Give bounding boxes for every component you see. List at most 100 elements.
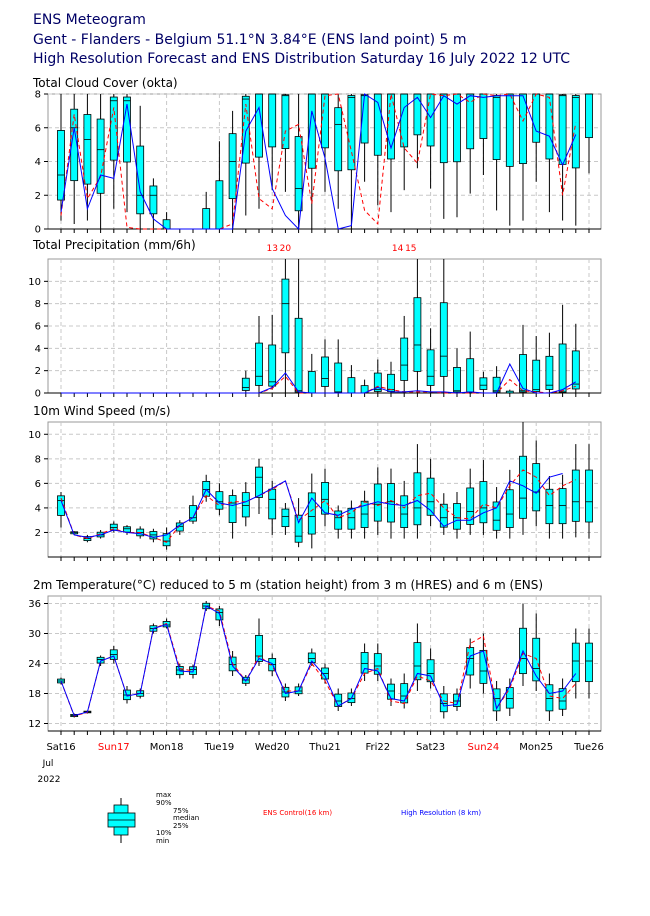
month-label: Jul (42, 759, 54, 769)
legend-control-label: ENS Control(16 km) (263, 809, 332, 817)
box-body (373, 653, 382, 675)
hres-line (61, 362, 577, 394)
box-34 (505, 389, 514, 394)
box-26 (400, 93, 409, 191)
box-16 (268, 93, 277, 191)
box-1 (70, 94, 79, 224)
box-34 (505, 93, 514, 226)
box-body (57, 495, 65, 516)
box-body (439, 93, 448, 164)
box-37 (545, 476, 554, 539)
y-tick-label: 10 (28, 430, 41, 441)
box-29 (439, 686, 448, 719)
box-body (241, 377, 250, 391)
y-tick-label: 2 (35, 366, 41, 377)
box-body (334, 107, 343, 172)
box-28 (426, 328, 435, 393)
box-body (532, 93, 541, 143)
box-22 (347, 365, 356, 394)
box-body (519, 354, 527, 393)
box-body (492, 376, 501, 393)
box-14 (241, 370, 250, 393)
box-body (57, 130, 65, 201)
box-17 (281, 94, 290, 192)
y-tick-label: 18 (28, 689, 41, 700)
box-body (505, 93, 514, 167)
day-label-Wed20: Wed20 (255, 742, 290, 753)
header-line-3: High Resolution Forecast and ENS Distrib… (33, 51, 571, 67)
box-39 (571, 444, 580, 538)
box-body (426, 659, 435, 683)
box-body (545, 488, 554, 525)
box-body (387, 483, 395, 523)
box-12 (215, 483, 224, 516)
box-40 (585, 444, 593, 539)
box-body (426, 93, 435, 147)
control-line (60, 605, 577, 717)
box-15 (255, 458, 263, 515)
box-33 (492, 94, 501, 211)
box-11 (202, 474, 211, 502)
peak-label: 20 (280, 244, 292, 254)
box-25 (387, 93, 395, 213)
box-15 (255, 93, 263, 209)
box-body (294, 317, 303, 393)
box-body (453, 503, 461, 530)
box-body (387, 683, 395, 700)
y-tick-label: 36 (28, 599, 41, 610)
box-22 (347, 94, 356, 229)
box-36 (532, 440, 541, 527)
box-30 (453, 491, 461, 539)
peak-label: 13 (266, 244, 277, 254)
box-5 (123, 94, 131, 213)
box-37 (545, 332, 554, 393)
box-23 (360, 490, 369, 539)
box-body (175, 522, 184, 532)
box-body (492, 95, 501, 160)
box-body (558, 343, 567, 393)
box-body (307, 371, 316, 394)
box-body (307, 492, 316, 535)
box-body (585, 93, 593, 139)
box-28 (426, 458, 435, 527)
box-body (426, 349, 435, 386)
box-body (466, 647, 475, 676)
box-30 (453, 93, 461, 218)
box-body (545, 355, 554, 390)
box-0 (57, 491, 65, 528)
box-27 (413, 259, 422, 393)
box-body (400, 337, 409, 381)
box-body (413, 297, 422, 372)
y-tick-label: 30 (28, 629, 41, 640)
box-17 (281, 259, 290, 393)
peak-label: 15 (405, 244, 416, 254)
box-23 (360, 379, 369, 394)
box-body (532, 359, 541, 392)
box-20 (321, 468, 329, 527)
box-body (307, 652, 316, 664)
box-body (413, 472, 422, 526)
y-tick-label: 2 (35, 191, 41, 202)
box-21 (334, 339, 343, 393)
legend-label-75pct: 75% (173, 807, 189, 815)
box-38 (558, 304, 567, 393)
box-body (268, 344, 277, 387)
box-body (479, 377, 488, 390)
box-body (281, 94, 290, 149)
box-31 (466, 93, 475, 194)
box-11 (202, 191, 211, 230)
box-body (479, 93, 488, 139)
legend-label-min: min (156, 837, 169, 845)
box-36 (532, 336, 541, 393)
box-32 (479, 93, 488, 175)
box-5 (123, 525, 131, 535)
legend-p10-box (113, 826, 129, 836)
legend-label-25pct: 25% (173, 822, 189, 830)
box-body (505, 489, 514, 528)
legend-box-glyph (107, 798, 136, 843)
box-35 (519, 93, 527, 221)
y-tick-label: 4 (35, 503, 41, 514)
box-17 (281, 683, 290, 701)
box-17 (281, 503, 290, 535)
